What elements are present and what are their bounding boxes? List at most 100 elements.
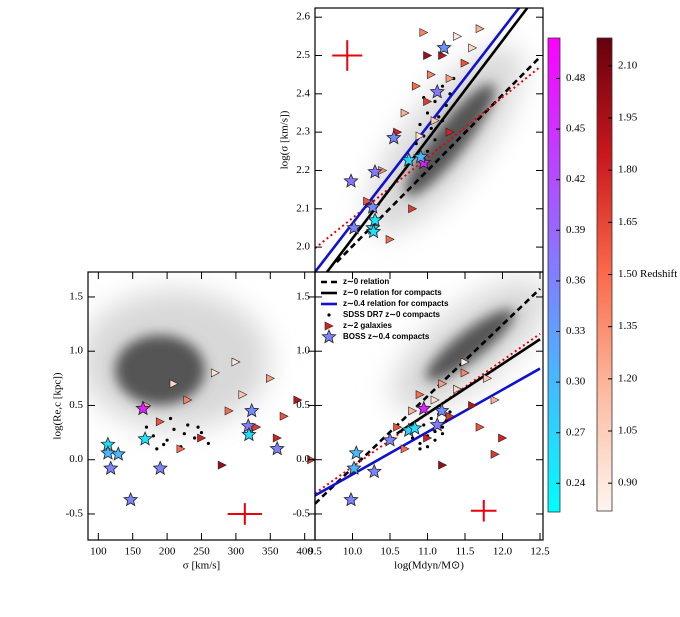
data-point bbox=[186, 423, 190, 427]
data-point bbox=[411, 81, 421, 91]
data-point bbox=[103, 460, 119, 475]
data-point bbox=[419, 28, 429, 38]
data-point bbox=[172, 427, 176, 431]
data-point bbox=[367, 212, 383, 227]
data-point bbox=[433, 99, 437, 104]
data-point bbox=[196, 425, 200, 429]
y-tick-label: 2.0 bbox=[296, 241, 310, 253]
relation-line bbox=[315, 8, 521, 272]
data-point bbox=[407, 420, 423, 435]
y-tick-label: 0.0 bbox=[296, 453, 310, 465]
data-point bbox=[483, 373, 493, 383]
data-point bbox=[423, 433, 433, 443]
x-tick-label: 200 bbox=[159, 546, 176, 558]
data-point bbox=[176, 444, 186, 454]
density-map bbox=[88, 290, 270, 430]
data-point bbox=[165, 438, 169, 442]
data-point bbox=[155, 417, 165, 427]
legend-label: z∼2 galaxies bbox=[343, 321, 393, 330]
data-point bbox=[382, 432, 398, 447]
data-point bbox=[155, 447, 159, 451]
data-point bbox=[400, 108, 410, 118]
data-point bbox=[346, 219, 362, 235]
colorbar-tick-label: 1.20 bbox=[618, 372, 638, 384]
colorbar-tick-label: 0.30 bbox=[566, 376, 586, 388]
data-point bbox=[348, 445, 364, 460]
data-point bbox=[448, 410, 452, 414]
data-point bbox=[365, 223, 382, 239]
data-point bbox=[152, 460, 168, 475]
x-tick-label: 12.0 bbox=[493, 546, 513, 558]
data-point bbox=[498, 433, 508, 443]
colorbar-tick-label: 0.27 bbox=[566, 426, 586, 438]
data-point bbox=[408, 406, 418, 416]
data-point bbox=[100, 445, 116, 460]
legend-label: z∼0.4 relation for compacts bbox=[343, 299, 449, 308]
data-point bbox=[429, 126, 433, 130]
data-point bbox=[183, 395, 193, 405]
data-point bbox=[429, 416, 445, 432]
data-point bbox=[468, 400, 478, 410]
data-point bbox=[401, 152, 417, 167]
data-point bbox=[433, 138, 437, 142]
data-point bbox=[440, 119, 445, 123]
x-tick-label: 100 bbox=[90, 546, 107, 558]
relation-line bbox=[315, 66, 541, 250]
plot-area bbox=[315, 8, 541, 272]
colorbar-tick-label: 0.24 bbox=[566, 477, 586, 489]
data-point bbox=[423, 97, 433, 106]
x-tick-label: 350 bbox=[262, 546, 279, 558]
data-point bbox=[436, 39, 452, 55]
data-point bbox=[238, 390, 248, 400]
data-point bbox=[415, 390, 425, 400]
data-point bbox=[135, 400, 151, 416]
data-point bbox=[444, 103, 448, 107]
data-point bbox=[193, 436, 197, 440]
data-point bbox=[182, 432, 186, 436]
data-point bbox=[440, 84, 445, 88]
y-tick-label: 2.5 bbox=[296, 49, 310, 61]
data-point bbox=[244, 402, 260, 418]
data-point bbox=[433, 438, 437, 442]
x-tick-label: 11.0 bbox=[418, 546, 437, 558]
data-point bbox=[460, 357, 470, 367]
data-point bbox=[422, 423, 426, 427]
data-point bbox=[460, 58, 470, 68]
data-point bbox=[408, 204, 418, 214]
relation-line bbox=[315, 367, 541, 497]
data-point bbox=[414, 142, 418, 146]
y-tick-label: -0.5 bbox=[66, 507, 84, 519]
data-point bbox=[426, 70, 436, 80]
y-tick-label: 2.4 bbox=[296, 87, 310, 99]
x-axis-label: σ [km/s] bbox=[183, 560, 220, 572]
data-point bbox=[169, 379, 179, 389]
data-point bbox=[199, 430, 204, 435]
data-point bbox=[430, 116, 440, 126]
y-tick-label: 2.6 bbox=[296, 11, 310, 23]
data-point bbox=[425, 149, 430, 153]
data-point bbox=[418, 122, 422, 127]
data-point bbox=[137, 431, 153, 446]
legend-label: BOSS z∼0.4 compacts bbox=[343, 332, 430, 341]
legend-label: z∼0 relation for compacts bbox=[343, 288, 442, 297]
colorbar-tick-label: 2.10 bbox=[618, 59, 638, 71]
data-point bbox=[438, 379, 448, 389]
data-point bbox=[343, 491, 359, 507]
data-point bbox=[490, 395, 500, 405]
data-point bbox=[210, 368, 220, 378]
data-point bbox=[416, 400, 432, 416]
data-point bbox=[425, 111, 430, 115]
y-tick-label: 2.2 bbox=[296, 164, 310, 176]
data-point bbox=[425, 445, 430, 449]
y-tick-label: 0.0 bbox=[69, 453, 83, 465]
panel-frame bbox=[314, 271, 544, 541]
colorbar-tick-label: 0.33 bbox=[566, 325, 586, 337]
data-point bbox=[272, 433, 282, 443]
y-axis-label: log(σ [km/s]) bbox=[279, 110, 291, 169]
x-tick-label: 9.5 bbox=[308, 546, 322, 558]
colorbar bbox=[547, 37, 561, 513]
legend-marker bbox=[324, 321, 334, 331]
y-tick-label: 0.5 bbox=[296, 399, 310, 411]
colorbar-tick-label: 1.80 bbox=[618, 164, 638, 176]
